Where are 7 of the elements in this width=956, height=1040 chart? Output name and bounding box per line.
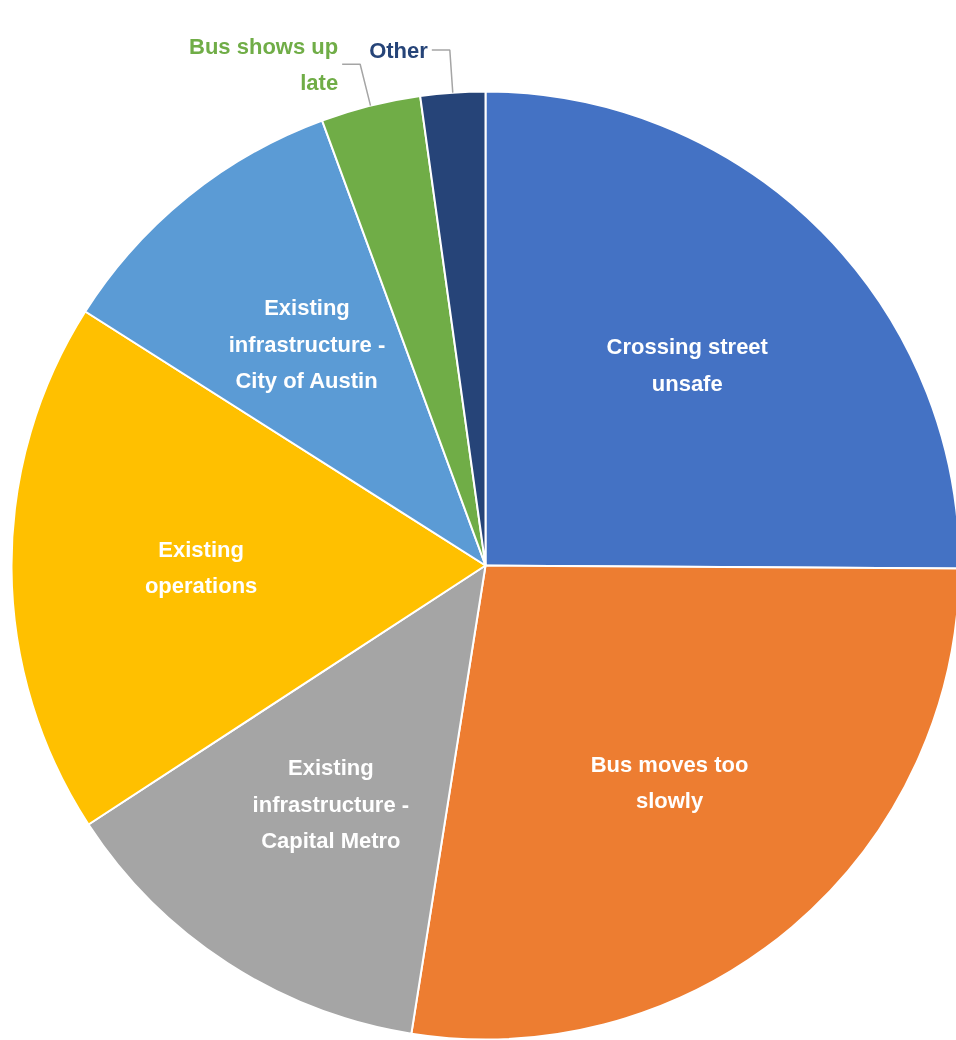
slice-label: Other xyxy=(369,37,429,63)
slice-label: Bus shows up late xyxy=(189,33,339,95)
slice-label: Bus moves too slowly xyxy=(590,751,749,813)
slice-label: Crossing street unsafe xyxy=(606,334,769,396)
slice-label: Existing infrastructure - Capital Metro xyxy=(252,755,410,853)
slice-label: Existing infrastructure - City of Austin xyxy=(228,295,386,393)
slice-label: Existing operations xyxy=(144,536,258,598)
